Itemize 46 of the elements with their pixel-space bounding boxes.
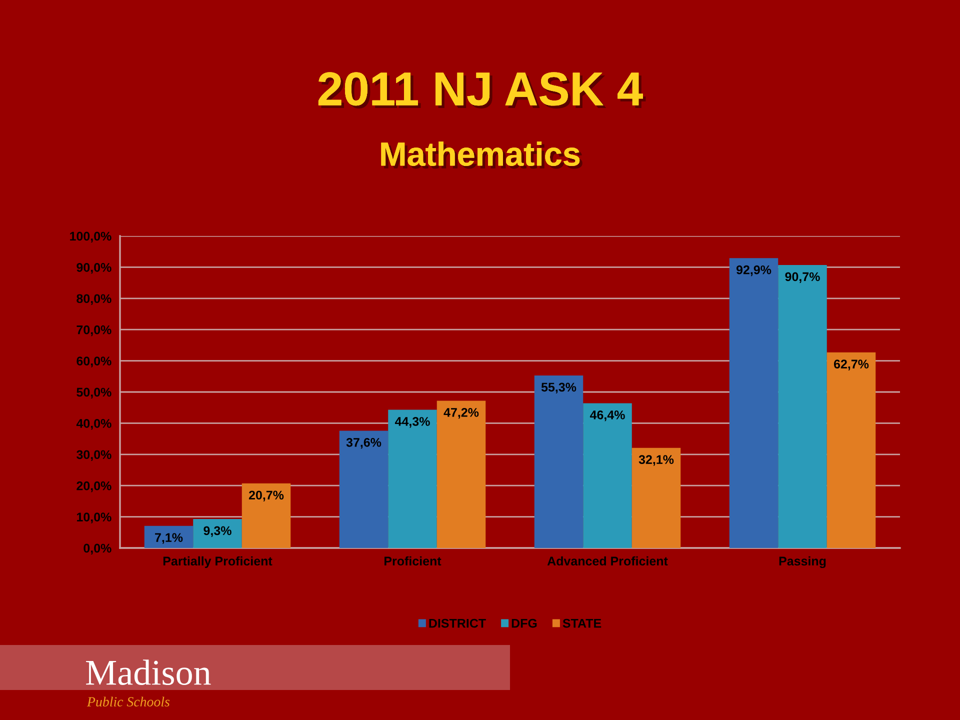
bar [193,518,242,548]
x-tick-label: Partially Proficient [163,556,272,568]
data-label: 47,2% [444,408,479,419]
chart-title: 2011 NJ ASK 4 [318,72,646,108]
x-tick-label: Proficient [384,556,442,566]
data-label: 90,7% [785,272,820,283]
data-label: 32,1% [638,455,674,466]
y-tick-label: 30,0% [76,450,112,461]
bar [729,258,778,548]
bar [436,400,486,548]
legend-label: STATE [562,618,602,628]
y-tick-label: 10,0% [77,512,112,524]
legend-label: DISTRICT [429,618,486,628]
data-label: 9,3% [204,526,232,537]
y-tick-label: 20,0% [76,481,112,492]
y-tick-label: 100,0% [70,232,112,242]
bar [778,265,827,548]
bar [632,448,681,548]
bar [144,526,194,548]
data-label: 46,4% [590,410,625,422]
bar [534,375,584,548]
y-tick-label: 60,0% [76,356,112,368]
bar [388,410,437,548]
text: Public Schools [86,696,170,707]
legend-label: DFG [512,618,537,628]
y-tick-label: 90,0% [76,263,112,274]
bar [826,352,876,548]
data-label: 37,6% [346,438,382,449]
x-tick-label: Passing [779,556,826,568]
data-label: 92,9% [736,265,772,276]
data-label: 55,3% [541,382,576,394]
y-tick-label: 0,0% [84,544,112,554]
data-label: 7,1% [155,533,183,544]
text: Madison [86,660,211,686]
bar [583,403,632,548]
y-tick-label: 70,0% [76,325,112,336]
data-label: 62,7% [834,360,869,370]
y-tick-label: 40,0% [76,419,112,430]
bar [242,483,291,548]
data-label: 44,3% [394,417,430,428]
bar [339,430,388,548]
x-tick-label: Advanced Proficient [547,556,668,566]
data-label: 20,7% [248,490,284,502]
y-tick-label: 50,0% [76,388,112,398]
y-tick-label: 80,0% [76,294,112,305]
chart-subtitle: Mathematics [381,141,582,169]
